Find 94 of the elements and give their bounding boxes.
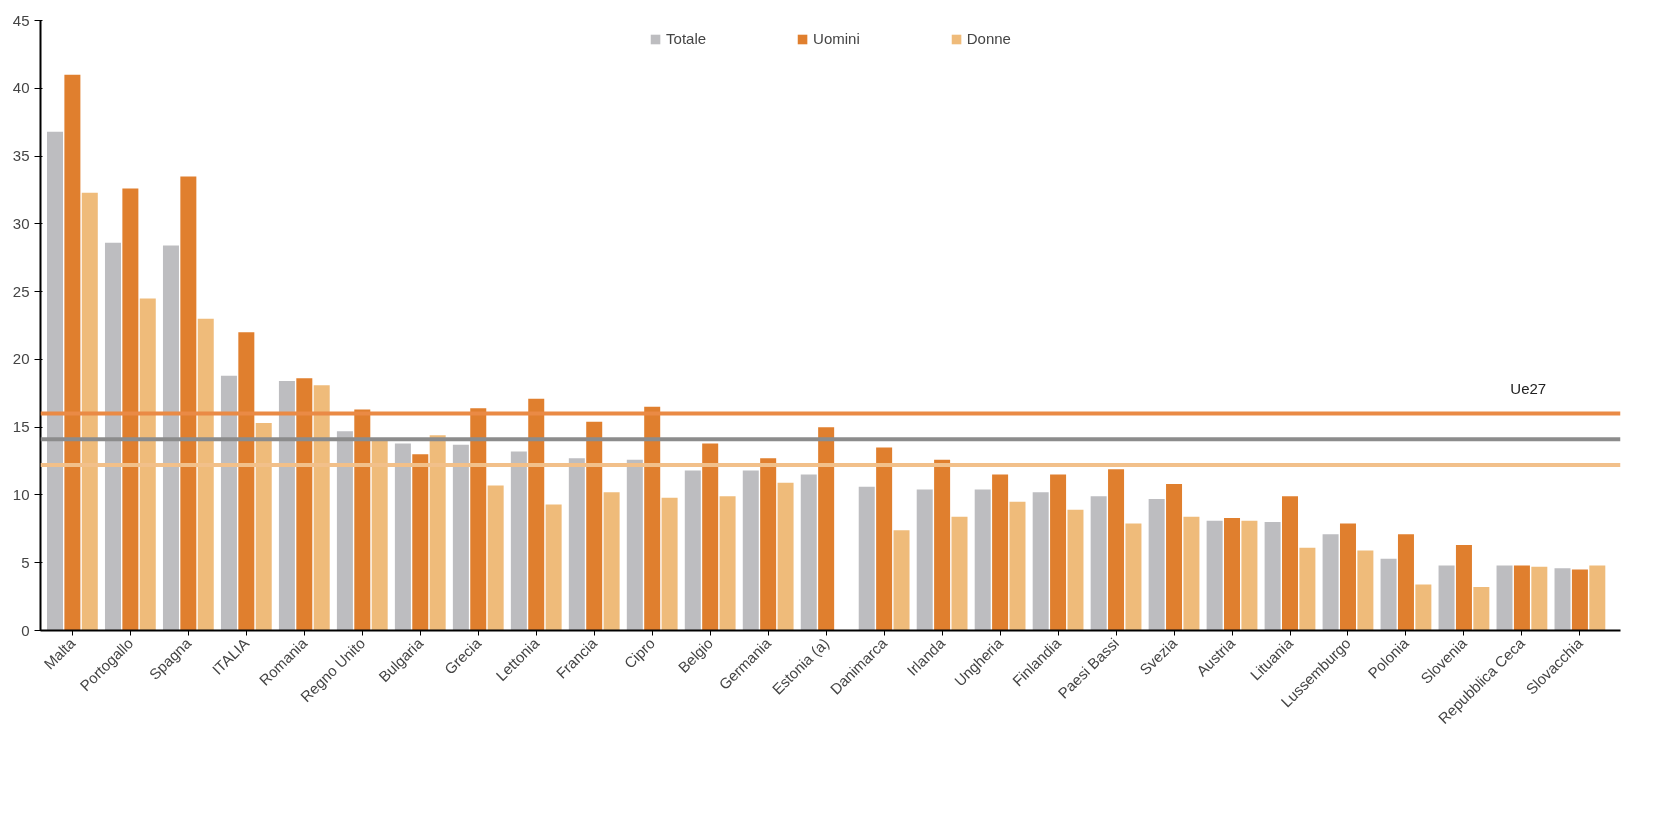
y-tick-label: 15 bbox=[12, 418, 30, 436]
y-tick-label: 40 bbox=[12, 79, 30, 97]
bar bbox=[510, 451, 527, 631]
bar bbox=[296, 378, 313, 631]
y-tick-label: 35 bbox=[12, 147, 30, 165]
bar bbox=[336, 431, 353, 631]
bar bbox=[278, 381, 295, 631]
bar bbox=[1571, 569, 1588, 631]
bar bbox=[1032, 492, 1049, 631]
bar bbox=[1264, 522, 1281, 631]
y-tick-label: 10 bbox=[12, 485, 30, 503]
y-tick-label: 25 bbox=[12, 282, 30, 300]
bar bbox=[1206, 520, 1223, 631]
bar bbox=[1589, 565, 1606, 631]
bar bbox=[487, 485, 504, 631]
bar bbox=[1531, 566, 1548, 631]
bar bbox=[545, 504, 562, 631]
bar bbox=[255, 423, 272, 631]
bar bbox=[1183, 516, 1200, 631]
bar bbox=[1554, 568, 1571, 631]
bar bbox=[313, 385, 330, 631]
bar bbox=[876, 447, 893, 631]
bar bbox=[1148, 499, 1165, 631]
bar bbox=[197, 318, 214, 631]
y-tick-label: 45 bbox=[12, 11, 30, 29]
bar bbox=[893, 530, 910, 631]
bar bbox=[1241, 520, 1258, 631]
bar bbox=[1224, 517, 1241, 631]
bar bbox=[122, 188, 139, 631]
bar bbox=[429, 435, 446, 631]
y-tick-label: 0 bbox=[21, 621, 30, 639]
bar bbox=[354, 409, 371, 631]
bar bbox=[1108, 469, 1125, 631]
bar bbox=[818, 427, 835, 631]
bar bbox=[760, 458, 777, 631]
legend-label: Totale bbox=[666, 30, 707, 47]
bar bbox=[1050, 474, 1067, 631]
bar bbox=[1438, 565, 1455, 631]
bar bbox=[800, 474, 817, 631]
bar bbox=[46, 131, 63, 631]
bar bbox=[1513, 565, 1530, 631]
bar bbox=[992, 474, 1009, 631]
bar bbox=[1473, 587, 1490, 631]
bar bbox=[452, 444, 469, 631]
bar bbox=[1339, 523, 1356, 631]
bar bbox=[644, 406, 661, 631]
bar bbox=[777, 482, 794, 631]
bar bbox=[1282, 496, 1299, 631]
bar bbox=[1299, 547, 1316, 631]
bar bbox=[104, 242, 121, 631]
bar bbox=[1415, 584, 1432, 631]
bar bbox=[1397, 534, 1414, 631]
bar bbox=[742, 470, 759, 631]
bar bbox=[1090, 496, 1107, 631]
bar bbox=[412, 454, 429, 631]
legend-label: Donne bbox=[966, 30, 1011, 47]
bar bbox=[220, 375, 237, 631]
bar bbox=[394, 443, 411, 631]
bar bbox=[1166, 484, 1183, 631]
bar bbox=[1357, 550, 1374, 631]
bar bbox=[974, 489, 991, 631]
bar bbox=[858, 486, 875, 631]
bar bbox=[180, 176, 197, 631]
bar bbox=[1496, 565, 1513, 631]
bar bbox=[1067, 509, 1084, 631]
bar bbox=[371, 440, 388, 631]
bar bbox=[916, 489, 933, 631]
annotation: Ue27 bbox=[1510, 380, 1547, 398]
bar bbox=[626, 459, 643, 631]
bar bbox=[81, 192, 98, 631]
bar bbox=[1380, 558, 1397, 631]
y-tick-label: 5 bbox=[21, 553, 30, 571]
bar bbox=[702, 443, 719, 631]
bar bbox=[684, 470, 701, 631]
bar bbox=[603, 492, 620, 631]
legend-label: Uomini bbox=[813, 30, 860, 47]
bar bbox=[934, 459, 951, 631]
bar bbox=[528, 398, 545, 631]
bar bbox=[661, 497, 678, 631]
bar bbox=[719, 496, 736, 631]
y-tick-label: 30 bbox=[12, 214, 30, 232]
bar bbox=[1322, 534, 1339, 631]
bar bbox=[64, 74, 81, 631]
y-tick-label: 20 bbox=[12, 350, 30, 368]
bar bbox=[238, 332, 255, 631]
bar bbox=[1455, 545, 1472, 631]
bar bbox=[1125, 523, 1142, 631]
bar bbox=[162, 245, 179, 631]
bar bbox=[1009, 501, 1026, 631]
bar bbox=[951, 516, 968, 631]
bar bbox=[586, 421, 603, 631]
bar bbox=[568, 458, 585, 631]
bar bbox=[470, 408, 487, 631]
bar bbox=[139, 298, 156, 631]
